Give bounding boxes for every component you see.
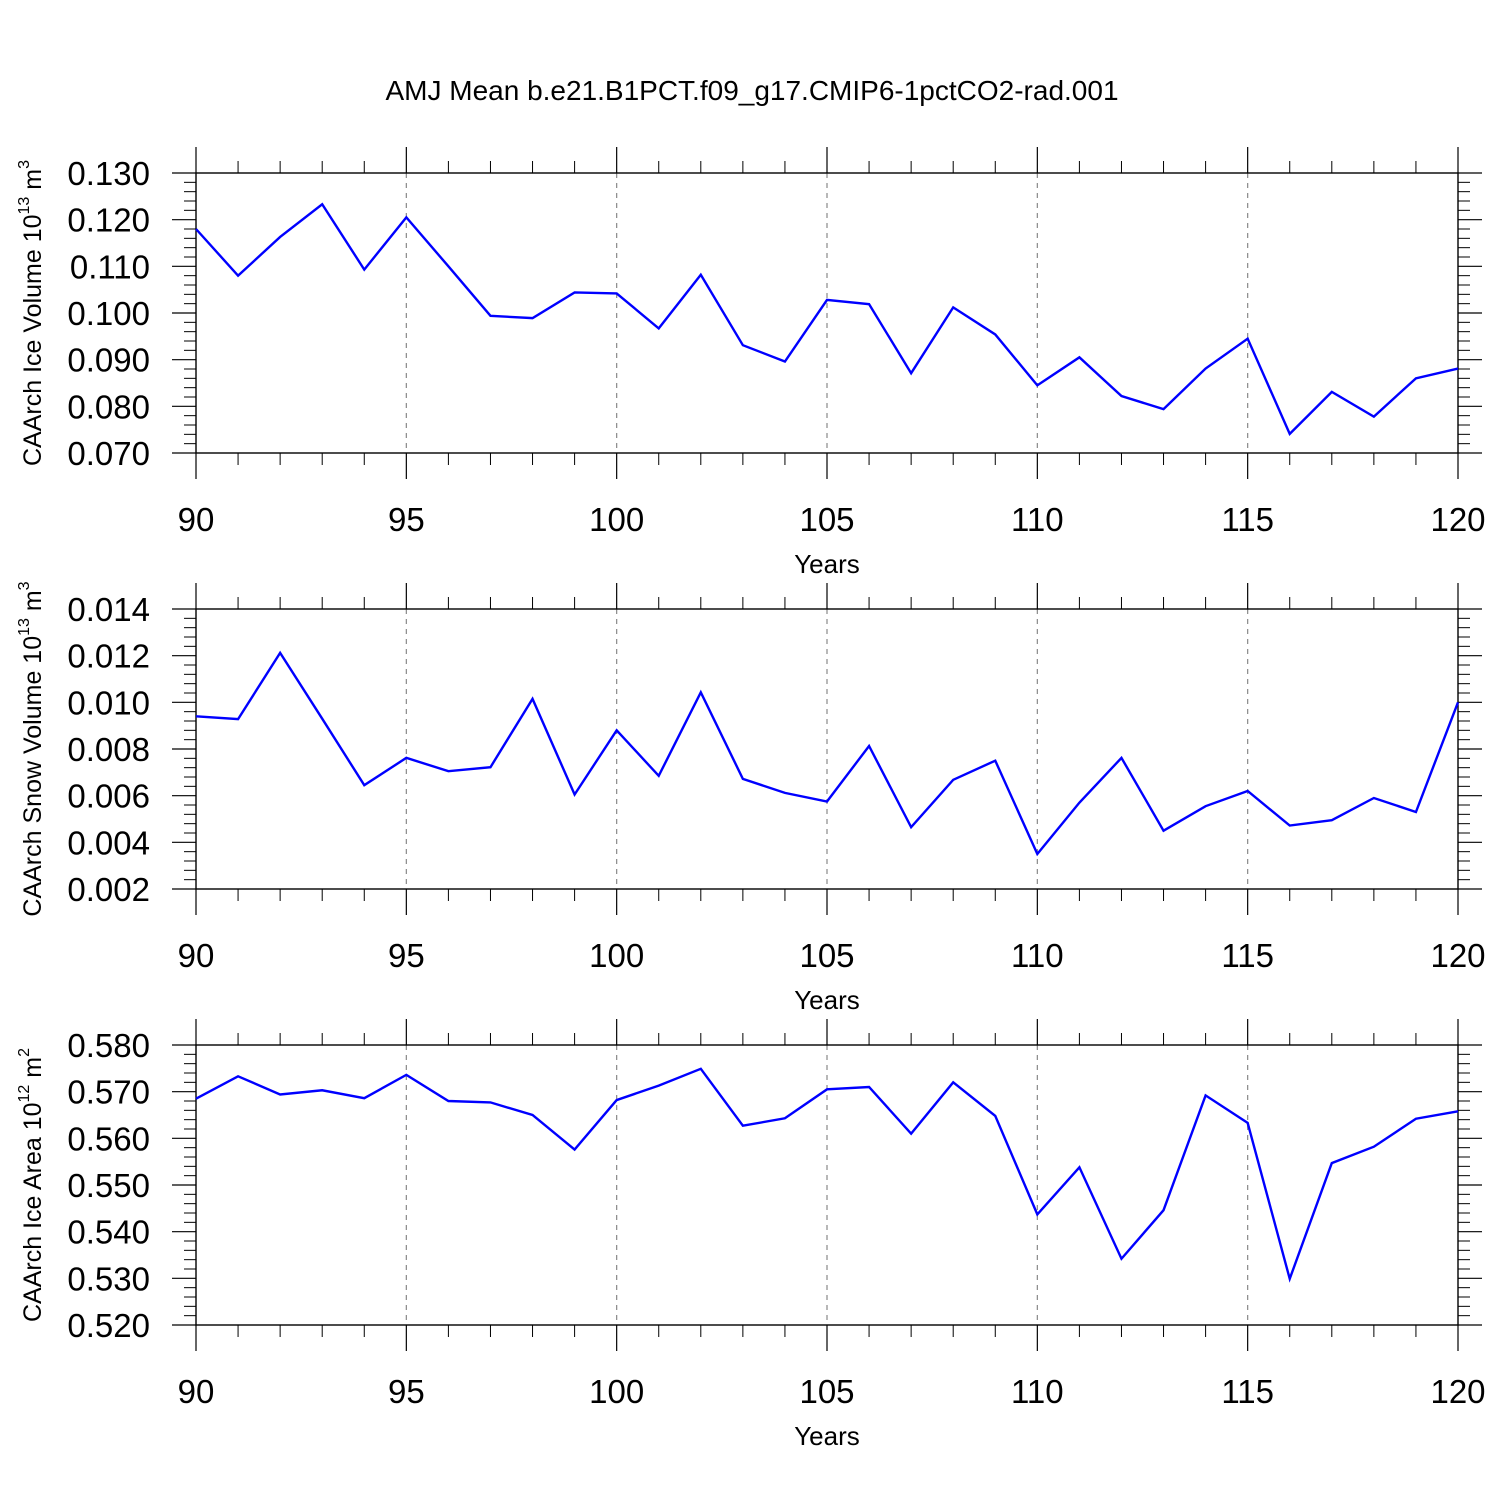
y-axis-title-unit: m (19, 1057, 47, 1085)
chart-panel-1: 0.070 0.080 0.090 0.100 0.110 0.120 0.130 90 95 1… (16, 147, 1486, 579)
y-tick-label: 0.550 (67, 1167, 150, 1204)
x-tick-label: 120 (1430, 501, 1485, 538)
y-tick-label: 0.006 (67, 778, 150, 815)
y-tick-label: 0.080 (67, 388, 150, 425)
y-tick-label: 0.002 (67, 871, 150, 908)
series-line (195, 1067, 1459, 1283)
y-axis-title-unit-exponent: 3 (16, 160, 33, 169)
x-tick-label: 95 (388, 937, 425, 974)
y-tick-label: 0.110 (70, 248, 150, 285)
series-line (195, 202, 1459, 436)
x-tick-label: 110 (1011, 1373, 1064, 1410)
x-tick-label: 110 (1011, 501, 1064, 538)
x-tick-label: 90 (178, 1373, 215, 1410)
y-tick-label: 0.520 (67, 1307, 150, 1344)
x-tick-label: 115 (1221, 937, 1274, 974)
chart-panels: 0.070 0.080 0.090 0.100 0.110 0.120 0.130 90 95 1… (16, 147, 1486, 1451)
y-axis-title: CAArch Snow Volume 1013 m3 (16, 581, 47, 916)
y-axis-title-text: CAArch Ice Volume 10 (19, 214, 47, 466)
y-tick-label: 0.070 (67, 435, 150, 472)
y-axis-title-exponent: 13 (16, 197, 33, 215)
x-tick-label: 120 (1430, 937, 1485, 974)
x-axis-title: Years (794, 1421, 860, 1451)
y-tick-label: 0.100 (67, 295, 150, 332)
x-tick-label: 105 (799, 1373, 854, 1410)
y-axis-title: CAArch Ice Area 1012 m2 (16, 1048, 47, 1322)
y-tick-label: 0.090 (67, 342, 150, 379)
y-tick-label: 0.130 (67, 155, 150, 192)
y-axis-title-unit: m (19, 169, 47, 197)
series-line (195, 650, 1460, 857)
y-axis-title-unit: m (19, 590, 47, 618)
y-tick-label: 0.570 (67, 1074, 150, 1111)
x-tick-label: 115 (1221, 1373, 1274, 1410)
y-axis-title-unit-exponent: 3 (16, 581, 33, 590)
y-tick-label: 0.004 (67, 824, 150, 861)
x-tick-label: 95 (388, 501, 425, 538)
chart-panel-2: 0.002 0.004 0.006 0.008 0.010 0.012 0.014 90 95 1… (16, 581, 1486, 1015)
y-tick-label: 0.560 (67, 1120, 150, 1157)
x-axis-title: Years (794, 549, 860, 579)
y-tick-label: 0.580 (67, 1027, 150, 1064)
y-axis-title-unit-exponent: 2 (16, 1048, 33, 1057)
y-axis-title: CAArch Ice Volume 1013 m3 (16, 160, 47, 466)
x-tick-label: 115 (1221, 501, 1274, 538)
x-tick-label: 100 (589, 501, 644, 538)
y-tick-label: 0.120 (67, 202, 150, 239)
y-tick-label: 0.014 (67, 591, 150, 628)
chart-panel-3: 0.520 0.530 0.540 0.550 0.560 0.570 0.580 90 95 1… (16, 1019, 1486, 1451)
y-tick-label: 0.008 (67, 731, 150, 768)
y-tick-label: 0.012 (67, 638, 150, 675)
x-tick-label: 120 (1430, 1373, 1485, 1410)
y-axis-title-exponent: 13 (16, 618, 33, 636)
x-tick-label: 100 (589, 937, 644, 974)
x-tick-label: 105 (799, 501, 854, 538)
chart-title: AMJ Mean b.e21.B1PCT.f09_g17.CMIP6-1pctC… (385, 75, 1118, 106)
y-tick-label: 0.540 (67, 1214, 150, 1251)
x-tick-label: 110 (1011, 937, 1064, 974)
y-axis-title-text: CAArch Ice Area 10 (19, 1102, 47, 1322)
x-tick-label: 95 (388, 1373, 425, 1410)
y-axis-title-text: CAArch Snow Volume 10 (19, 636, 47, 917)
x-axis-title: Years (794, 985, 860, 1015)
y-tick-label: 0.010 (67, 684, 150, 721)
x-tick-label: 105 (799, 937, 854, 974)
x-tick-label: 90 (178, 501, 215, 538)
x-tick-label: 90 (178, 937, 215, 974)
y-axis-title-exponent: 12 (16, 1085, 33, 1103)
y-tick-label: 0.530 (67, 1260, 150, 1297)
x-tick-label: 100 (589, 1373, 644, 1410)
